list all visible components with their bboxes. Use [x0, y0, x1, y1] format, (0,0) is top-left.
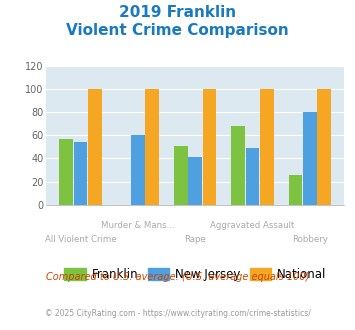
Text: Murder & Mans...: Murder & Mans... [101, 221, 175, 230]
Bar [289, 175, 302, 205]
Text: Violent Crime Comparison: Violent Crime Comparison [66, 23, 289, 38]
Bar [88, 89, 102, 205]
Bar [246, 148, 260, 205]
Text: Rape: Rape [184, 235, 206, 244]
Bar [303, 112, 317, 205]
Bar [131, 135, 145, 205]
Text: Compared to U.S. average. (U.S. average equals 100): Compared to U.S. average. (U.S. average … [46, 272, 309, 282]
Bar [145, 89, 159, 205]
Bar [59, 139, 73, 205]
Text: Aggravated Assault: Aggravated Assault [211, 221, 295, 230]
Text: © 2025 CityRating.com - https://www.cityrating.com/crime-statistics/: © 2025 CityRating.com - https://www.city… [45, 309, 310, 317]
Text: Robbery: Robbery [292, 235, 328, 244]
Bar [174, 146, 188, 205]
Bar [203, 89, 217, 205]
Text: 2019 Franklin: 2019 Franklin [119, 5, 236, 20]
Bar [189, 157, 202, 205]
Bar [317, 89, 331, 205]
Bar [74, 142, 87, 205]
Legend: Franklin, New Jersey, National: Franklin, New Jersey, National [60, 263, 331, 286]
Text: All Violent Crime: All Violent Crime [45, 235, 116, 244]
Bar [260, 89, 274, 205]
Bar [231, 126, 245, 205]
